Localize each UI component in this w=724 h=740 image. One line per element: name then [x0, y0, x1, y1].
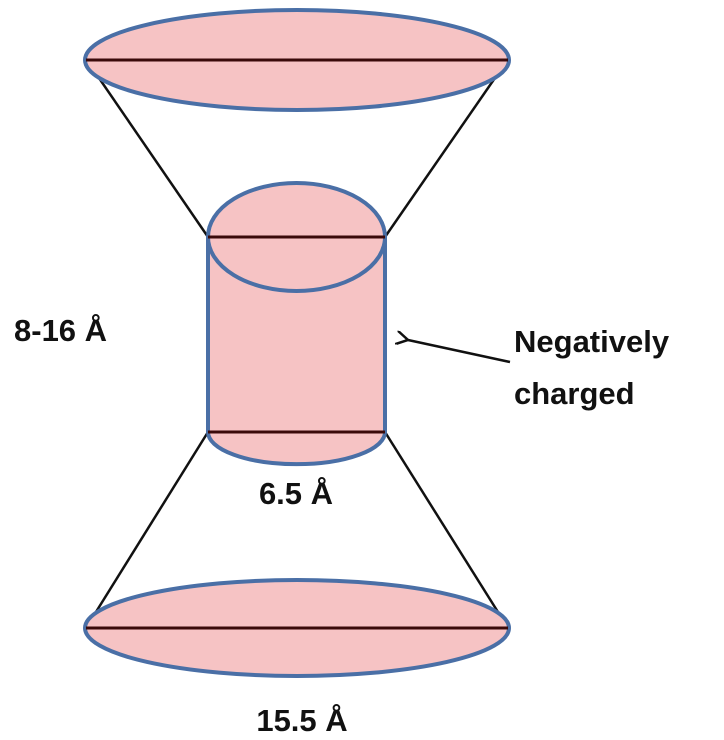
label: charged [514, 376, 635, 411]
label: 15.5 Å [256, 703, 347, 738]
pore-diagram: 8-16 Å 6.5 Å 15.5 Å Negatively charged [0, 0, 724, 740]
label: 6.5 Å [259, 476, 333, 511]
label: Negatively [514, 324, 670, 359]
label: 8-16 Å [14, 313, 107, 348]
arrow [408, 340, 510, 362]
